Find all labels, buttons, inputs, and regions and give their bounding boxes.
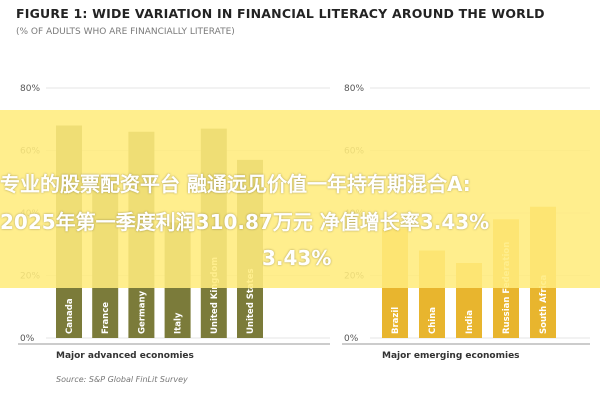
emerging-category-label: Brazil (391, 307, 401, 334)
emerging-group-label: Major emerging economies (382, 351, 520, 361)
advanced-category-label: Canada (65, 298, 75, 334)
advanced-y-tick-label: 0% (20, 334, 35, 344)
emerging-y-tick-label: 0% (344, 334, 359, 344)
emerging-category-label: China (428, 307, 438, 334)
advanced-category-label: United States (246, 268, 256, 334)
promo-overlay-banner: 专业的股票配资平台 融通远见价值一年持有期混合A: 2025年第一季度利润310… (0, 110, 600, 288)
overlay-headline-line-3: 3.43% (262, 246, 332, 270)
advanced-category-label: United Kingdom (210, 257, 220, 334)
emerging-y-tick-label: 80% (344, 84, 364, 94)
advanced-category-label: France (101, 302, 111, 334)
advanced-y-tick-label: 80% (20, 84, 40, 94)
advanced-group-label: Major advanced economies (56, 351, 194, 361)
advanced-category-label: Germany (137, 290, 147, 334)
advanced-category-label: Italy (174, 312, 184, 334)
chart-source-note: Source: S&P Global FinLit Survey (56, 375, 188, 384)
overlay-headline-line-2: 2025年第一季度利润310.87万元 净值增长率3.43% (0, 210, 490, 234)
overlay-headline-line-1: 专业的股票配资平台 融通远见价值一年持有期混合A: (0, 172, 471, 196)
emerging-category-label: India (465, 310, 475, 334)
emerging-category-label: South Africa (539, 274, 549, 334)
chart-title: FIGURE 1: WIDE VARIATION IN FINANCIAL LI… (16, 6, 545, 21)
chart-subtitle: (% OF ADULTS WHO ARE FINANCIALLY LITERAT… (16, 27, 235, 37)
